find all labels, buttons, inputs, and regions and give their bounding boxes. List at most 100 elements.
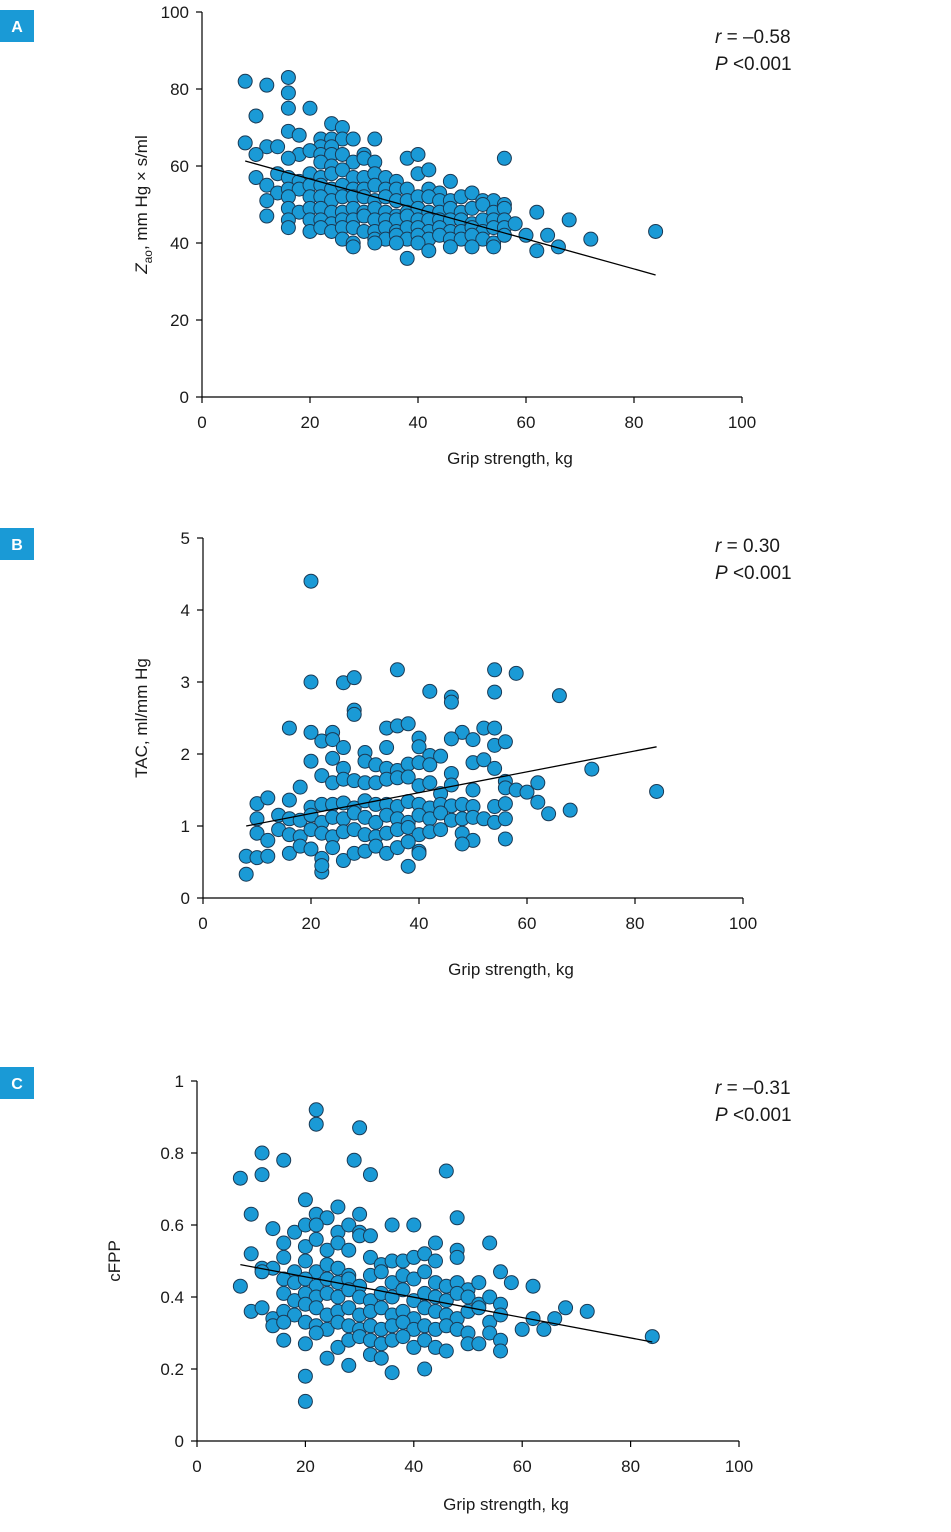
data-point [421, 243, 437, 259]
data-point [303, 841, 319, 857]
data-point [325, 732, 341, 748]
data-point [454, 836, 470, 852]
data-point [297, 1253, 313, 1269]
data-point [248, 146, 264, 162]
data-point [496, 150, 512, 166]
data-point [395, 1282, 411, 1298]
data-point [417, 1246, 433, 1262]
data-point [421, 162, 437, 178]
data-point [303, 753, 319, 769]
data-point [486, 239, 502, 255]
data-point [503, 1275, 519, 1291]
data-point [579, 1303, 595, 1319]
x-tick-label: 0 [192, 1457, 201, 1476]
data-point [583, 231, 599, 247]
data-point [259, 77, 275, 93]
data-point [395, 1329, 411, 1345]
data-point [352, 1120, 368, 1136]
data-point [368, 838, 384, 854]
data-point [330, 1339, 346, 1355]
data-point [493, 1264, 509, 1280]
data-point [417, 1264, 433, 1280]
data-point [297, 1393, 313, 1409]
data-point [400, 834, 416, 850]
data-point [487, 684, 503, 700]
y-tick-label: 80 [170, 80, 189, 99]
data-point [529, 204, 545, 220]
data-point [345, 239, 361, 255]
data-point [276, 1285, 292, 1301]
data-point [265, 1221, 281, 1237]
data-point [410, 235, 426, 251]
data-point [362, 1249, 378, 1265]
data-point [341, 1357, 357, 1373]
data-point [433, 822, 449, 838]
data-point [427, 1235, 443, 1251]
data-point [449, 1249, 465, 1265]
data-point [433, 805, 449, 821]
data-point [280, 85, 296, 101]
p-value: P <0.001 [715, 54, 792, 75]
y-tick-label: 100 [161, 3, 189, 22]
data-point [482, 1325, 498, 1341]
panel-a: A 0 20 40 60 80 100 0 20 40 60 80 100 Grip strength, … [0, 3, 792, 468]
data-point [287, 1224, 303, 1240]
y-tick-label: 0.8 [160, 1144, 184, 1163]
panel-label: A [11, 19, 23, 36]
data-point [482, 1289, 498, 1305]
data-point [487, 662, 503, 678]
data-point [334, 162, 350, 178]
y-tick-label: 1 [175, 1072, 184, 1091]
data-point [319, 1350, 335, 1366]
data-point [308, 1217, 324, 1233]
data-point [367, 131, 383, 147]
data-point [422, 683, 438, 699]
data-point [649, 783, 665, 799]
data-point [330, 1235, 346, 1251]
data-point [303, 724, 319, 740]
data-point [297, 1368, 313, 1384]
panel-badge [0, 1067, 34, 1099]
x-tick-label: 60 [517, 413, 536, 432]
data-point [417, 1332, 433, 1348]
data-point [259, 208, 275, 224]
data-point [291, 127, 307, 143]
data-point [388, 235, 404, 251]
data-point [232, 1278, 248, 1294]
data-point [410, 146, 426, 162]
data-point [406, 1271, 422, 1287]
y-tick-label: 0.6 [160, 1216, 184, 1235]
data-point [442, 173, 458, 189]
data-point [384, 1365, 400, 1381]
data-point [487, 720, 503, 736]
data-point [270, 139, 286, 155]
data-point [493, 1343, 509, 1359]
data-point [443, 731, 459, 747]
data-point [519, 784, 535, 800]
data-point [303, 674, 319, 690]
data-point [302, 100, 318, 116]
data-point [362, 1167, 378, 1183]
data-point [276, 1152, 292, 1168]
data-point [254, 1167, 270, 1183]
data-point [464, 185, 480, 201]
data-point [471, 1336, 487, 1352]
x-tick-label: 60 [518, 914, 537, 933]
y-tick-label: 20 [170, 311, 189, 330]
data-point [237, 73, 253, 89]
x-tick-label: 80 [621, 1457, 640, 1476]
data-point [254, 1145, 270, 1161]
data-point [530, 794, 546, 810]
x-tick-label: 80 [626, 914, 645, 933]
data-point [259, 193, 275, 209]
data-point [335, 740, 351, 756]
data-point [254, 1300, 270, 1316]
data-point [297, 1336, 313, 1352]
data-point [433, 748, 449, 764]
data-point [518, 227, 534, 243]
data-point [399, 250, 415, 266]
data-point [373, 1300, 389, 1316]
data-point [411, 845, 427, 861]
y-tick-label: 0.4 [160, 1288, 184, 1307]
